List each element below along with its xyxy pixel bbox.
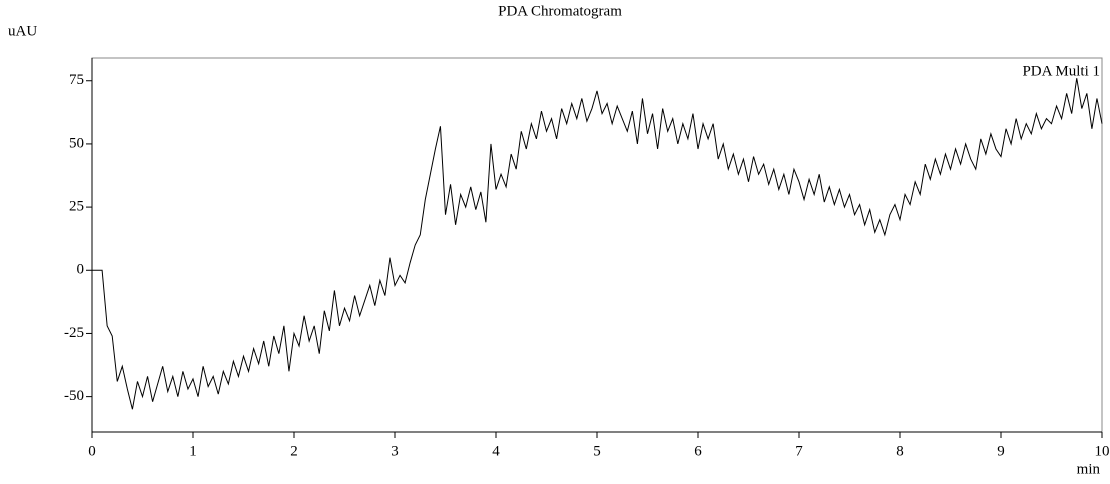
x-tick-label: 3: [391, 443, 399, 459]
x-tick-label: 0: [88, 443, 96, 459]
y-tick-label: 50: [69, 135, 84, 151]
x-tick-label: 8: [896, 443, 904, 459]
x-tick-label: 1: [189, 443, 197, 459]
y-tick-label: 25: [69, 199, 84, 215]
y-unit: uAU: [8, 23, 37, 39]
y-tick-label: -50: [64, 388, 84, 404]
y-tick-label: -25: [64, 325, 84, 341]
x-unit: min: [1077, 461, 1101, 477]
plot-frame: [91, 57, 1103, 433]
legend-label: PDA Multi 1: [1022, 63, 1100, 79]
chart-title: PDA Chromatogram: [498, 3, 622, 19]
x-tick-label: 9: [997, 443, 1005, 459]
y-tick-label: 0: [77, 262, 85, 278]
x-tick-label: 2: [290, 443, 298, 459]
series-line: [92, 78, 1103, 410]
x-tick-label: 6: [694, 443, 702, 459]
x-tick-label: 10: [1095, 443, 1110, 459]
y-tick-label: 75: [69, 72, 84, 88]
x-tick-label: 5: [593, 443, 601, 459]
x-tick-label: 7: [795, 443, 803, 459]
x-tick-label: 4: [492, 443, 500, 459]
